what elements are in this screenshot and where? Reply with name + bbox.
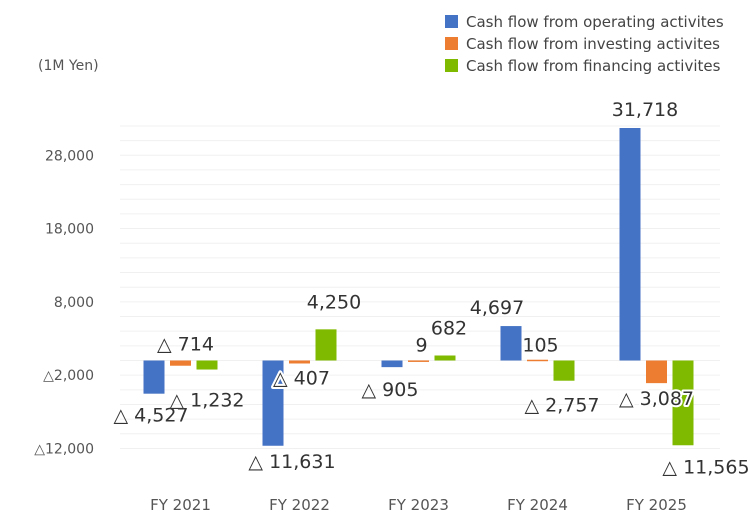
data-label: △ 2,757	[524, 395, 599, 417]
bar	[143, 360, 165, 394]
data-label: △ 4,527	[113, 405, 188, 427]
data-label: 9	[415, 334, 427, 356]
bar	[646, 360, 667, 384]
data-label: △ 407	[273, 367, 330, 389]
bar	[619, 128, 641, 361]
data-label: 682	[431, 318, 467, 340]
y-tick-label: 18,000	[45, 222, 94, 238]
x-category-label: FY 2022	[269, 496, 330, 514]
data-label: △ 714	[157, 334, 214, 356]
legend-swatch	[445, 15, 458, 28]
x-category-label: FY 2021	[150, 496, 211, 514]
bar	[262, 360, 284, 446]
legend-label: Cash flow from financing activites	[466, 57, 721, 75]
bars	[143, 128, 694, 446]
x-category-label: FY 2024	[507, 496, 568, 514]
legend-label: Cash flow from investing activites	[466, 35, 720, 53]
y-axis-unit-label: (1M Yen)	[38, 58, 99, 74]
x-category-label: FY 2025	[626, 496, 687, 514]
bar	[553, 360, 575, 381]
bar	[434, 355, 456, 361]
data-label: 4,250	[307, 291, 361, 313]
y-tick-label: 28,000	[45, 148, 94, 164]
data-label: △ 1,232	[169, 390, 244, 412]
bar	[408, 360, 429, 362]
legend: Cash flow from operating activites Cash f…	[445, 13, 724, 75]
y-axis: 28,000 18,000 8,000 △2,000 △12,000	[34, 148, 94, 457]
bar	[289, 360, 310, 364]
legend-swatch	[445, 37, 458, 50]
data-label: △ 905	[362, 379, 419, 401]
data-label: △ 3,087	[619, 388, 694, 410]
data-labels: △ 4,527 △ 714 △ 1,232 △ 11,631 △ 407 4,250 △ 9…	[113, 99, 749, 478]
y-tick-label: 8,000	[54, 295, 94, 311]
bar	[672, 360, 694, 446]
data-label: △ 11,565	[662, 456, 749, 478]
y-tick-label: △12,000	[34, 441, 94, 457]
bar	[315, 329, 337, 361]
data-label: 4,697	[470, 297, 524, 319]
x-axis: FY 2021 FY 2022 FY 2023 FY 2024 FY 2025	[150, 496, 687, 514]
bar	[527, 359, 548, 362]
data-label: △ 11,631	[248, 451, 335, 473]
legend-swatch	[445, 59, 458, 72]
bar	[196, 360, 218, 370]
bar	[170, 360, 191, 366]
bar	[381, 360, 403, 368]
bar	[500, 326, 522, 361]
x-category-label: FY 2023	[388, 496, 449, 514]
data-label: 31,718	[612, 99, 678, 121]
legend-label: Cash flow from operating activites	[466, 13, 724, 31]
y-tick-label: △2,000	[43, 368, 94, 384]
data-label: 105	[522, 335, 558, 357]
